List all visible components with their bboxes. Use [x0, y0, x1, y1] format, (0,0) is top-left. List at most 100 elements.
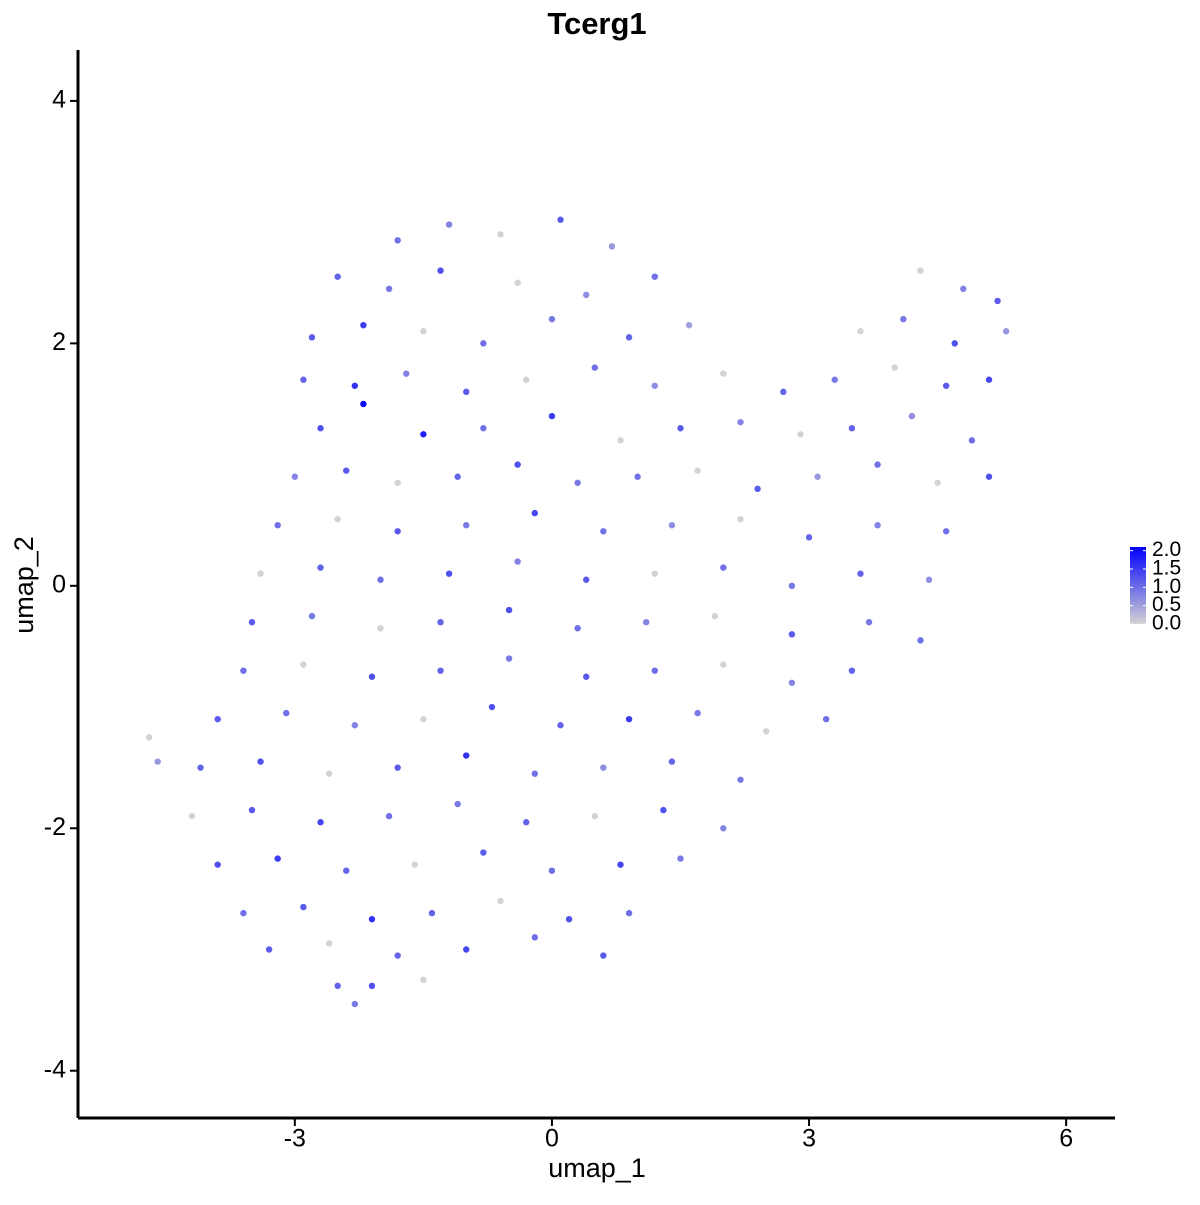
point — [591, 364, 598, 371]
point — [248, 806, 256, 814]
point — [214, 861, 221, 868]
point — [343, 467, 350, 474]
point — [985, 473, 993, 480]
point — [583, 291, 590, 299]
point — [651, 570, 658, 577]
point — [394, 764, 401, 771]
colorbar-label: 0.5 — [1152, 593, 1181, 616]
point — [300, 661, 307, 668]
point — [394, 952, 401, 959]
point — [583, 673, 590, 680]
point — [942, 528, 950, 535]
point — [548, 315, 556, 323]
point — [385, 285, 393, 293]
point — [308, 612, 316, 620]
point — [797, 431, 804, 438]
point — [351, 722, 359, 729]
point — [274, 855, 281, 862]
point — [240, 667, 247, 674]
point — [548, 412, 556, 420]
point — [317, 425, 324, 432]
point — [917, 267, 924, 274]
point — [360, 400, 367, 408]
point — [368, 915, 376, 923]
x-axis-label: umap_1 — [548, 1153, 646, 1183]
point — [394, 528, 401, 535]
point — [668, 522, 676, 529]
point — [643, 618, 650, 626]
point — [788, 582, 796, 590]
point — [857, 328, 864, 335]
y-tick-label: 4 — [52, 86, 66, 114]
point — [848, 425, 856, 432]
point — [394, 237, 401, 244]
point — [497, 897, 504, 905]
point — [694, 709, 701, 717]
point — [454, 473, 461, 480]
point — [583, 576, 590, 583]
colorbar-label: 2.0 — [1152, 538, 1181, 561]
point — [651, 382, 658, 389]
point — [514, 279, 521, 286]
y-tick-label: 2 — [52, 328, 66, 356]
y-tick-label: 0 — [52, 570, 66, 598]
point — [685, 321, 693, 329]
point — [197, 764, 204, 771]
point — [720, 564, 727, 571]
point — [617, 437, 624, 444]
point — [325, 770, 333, 777]
point — [557, 722, 564, 729]
point — [368, 982, 376, 990]
point — [463, 388, 470, 396]
point — [377, 625, 384, 632]
point — [437, 267, 444, 274]
colorbar-label: 1.5 — [1152, 557, 1181, 580]
point — [737, 418, 744, 426]
point — [874, 461, 881, 468]
point — [557, 216, 564, 223]
point — [677, 855, 684, 862]
point — [505, 655, 513, 662]
point — [651, 667, 658, 674]
point — [420, 715, 427, 723]
point — [754, 485, 761, 493]
point — [325, 940, 333, 947]
point — [531, 509, 538, 517]
point — [214, 715, 221, 723]
point — [625, 715, 633, 723]
point — [377, 576, 384, 583]
point — [960, 285, 967, 293]
point — [274, 522, 281, 529]
point — [531, 770, 538, 777]
point — [908, 412, 916, 420]
point — [403, 370, 410, 377]
point — [445, 221, 453, 228]
point — [291, 473, 299, 480]
point — [651, 273, 658, 280]
point — [591, 812, 598, 820]
x-tick-label: 0 — [545, 1125, 559, 1153]
y-tick-label: -4 — [44, 1055, 66, 1083]
point — [463, 946, 470, 953]
point — [934, 479, 941, 486]
point — [420, 976, 427, 984]
point — [463, 752, 470, 759]
point — [505, 606, 513, 614]
point — [848, 667, 856, 674]
point — [531, 934, 538, 941]
point — [420, 328, 427, 335]
point — [411, 861, 419, 868]
colorbar-label: 1.0 — [1152, 575, 1181, 598]
point — [737, 515, 744, 523]
point — [343, 867, 350, 874]
point — [951, 340, 958, 347]
point — [351, 1000, 359, 1008]
x-tick-label: 3 — [802, 1125, 816, 1153]
point — [720, 661, 727, 668]
point — [565, 915, 573, 923]
point — [942, 382, 950, 389]
point — [394, 479, 401, 486]
point — [317, 819, 324, 826]
point — [420, 431, 427, 438]
point — [677, 425, 684, 432]
